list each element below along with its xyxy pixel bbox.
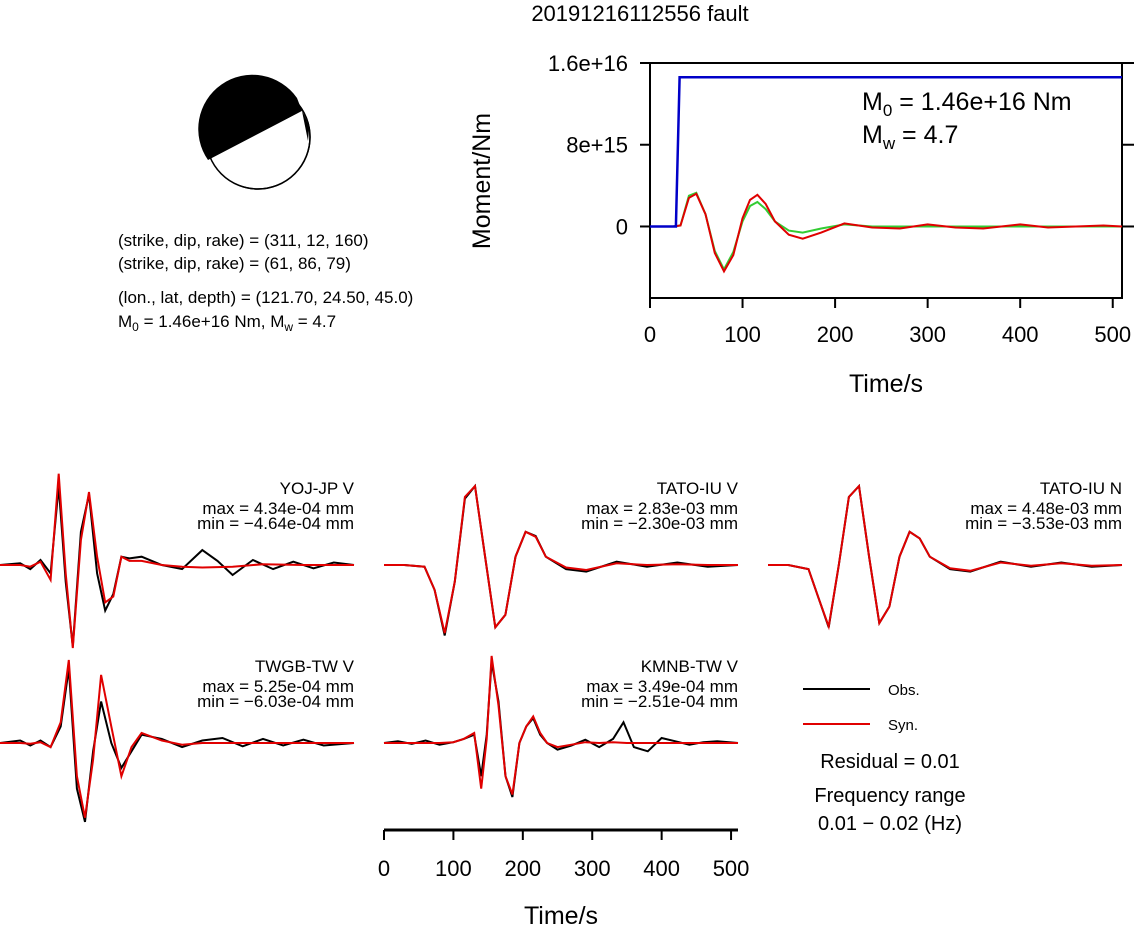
moment-xtick-label: 0 <box>644 322 656 347</box>
moment-xtick-label: 400 <box>1002 322 1039 347</box>
moment-chart-frame <box>649 62 1123 299</box>
location-text: (lon., lat, depth) = (121.70, 24.50, 45.… <box>118 288 413 307</box>
station-name: KMNB-TW V <box>641 657 739 676</box>
moment-ytick-label: 8e+15 <box>566 133 628 158</box>
mw-annotation: Mw = 4.7 <box>862 121 958 153</box>
synthetic-trace <box>384 483 738 634</box>
moment-ytick-label: 1.6e+16 <box>548 51 628 76</box>
frequency-title: Frequency range <box>814 785 965 807</box>
synthetic-trace <box>0 659 354 818</box>
waveform-time-axis: 0 100 200 300 400 500 Time/s <box>378 828 750 927</box>
synthetic-trace <box>768 483 1123 631</box>
beachball-icon <box>198 74 311 190</box>
station-min: min = −3.53e-03 mm <box>965 514 1122 533</box>
station-max: max = 5.25e-04 mm <box>202 677 354 696</box>
station-max: max = 4.48e-03 mm <box>970 499 1122 518</box>
moment-y-axis-label: Moment/Nm <box>468 113 496 249</box>
waveform-legend: Obs. Syn. Residual = 0.01 Frequency rang… <box>803 682 966 835</box>
magnitude-text: M0 = 1.46e+16 Nm, Mw = 4.7 <box>118 312 336 334</box>
moment-chart: 0 8e+15 1.6e+16 0 100 200 300 400 500 M0 = 1.46… <box>468 51 1134 398</box>
station-max: max = 3.49e-04 mm <box>586 677 738 696</box>
station-min: min = −6.03e-04 mm <box>197 692 354 711</box>
waveform-xtick-label: 300 <box>574 856 611 881</box>
moment-xtick-label: 500 <box>1094 322 1131 347</box>
synthetic-trace <box>384 655 738 795</box>
waveform-xtick-label: 400 <box>643 856 680 881</box>
waveform-xtick-label: 0 <box>378 856 390 881</box>
moment-xtick-label: 200 <box>817 322 854 347</box>
station-max: max = 4.34e-04 mm <box>202 499 354 518</box>
moment-xtick-label: 300 <box>909 322 946 347</box>
station-min: min = −4.64e-04 mm <box>197 514 354 533</box>
frequency-range: 0.01 − 0.02 (Hz) <box>818 813 962 835</box>
station-name: TATO-IU V <box>657 479 739 498</box>
moment-red-series <box>650 192 1123 274</box>
nodal-plane-2: (strike, dip, rake) = (61, 86, 79) <box>118 254 351 273</box>
station-min: min = −2.30e-03 mm <box>581 514 738 533</box>
moment-step-series <box>650 76 1122 228</box>
nodal-plane-1: (strike, dip, rake) = (311, 12, 160) <box>118 231 369 250</box>
station-min: min = −2.51e-04 mm <box>581 692 738 711</box>
synthetic-trace <box>0 473 354 649</box>
moment-x-axis-label: Time/s <box>849 370 923 398</box>
station-name: YOJ-JP V <box>280 479 355 498</box>
m0-annotation: M0 = 1.46e+16 Nm <box>862 88 1072 120</box>
figure-title: 20191216112556 fault <box>531 1 748 26</box>
moment-xtick-label: 100 <box>724 322 761 347</box>
station-name: TWGB-TW V <box>255 657 355 676</box>
legend-syn-label: Syn. <box>888 717 918 734</box>
station-name: TATO-IU N <box>1040 479 1122 498</box>
moment-green-series <box>650 191 1122 272</box>
legend-obs-label: Obs. <box>888 682 920 699</box>
waveform-xtick-label: 200 <box>504 856 541 881</box>
station-max: max = 2.83e-03 mm <box>586 499 738 518</box>
residual-text: Residual = 0.01 <box>820 751 960 773</box>
moment-ytick-label: 0 <box>616 214 628 239</box>
waveform-xtick-label: 100 <box>435 856 472 881</box>
waveform-xtick-label: 500 <box>713 856 750 881</box>
waveform-x-axis-label: Time/s <box>524 902 598 927</box>
